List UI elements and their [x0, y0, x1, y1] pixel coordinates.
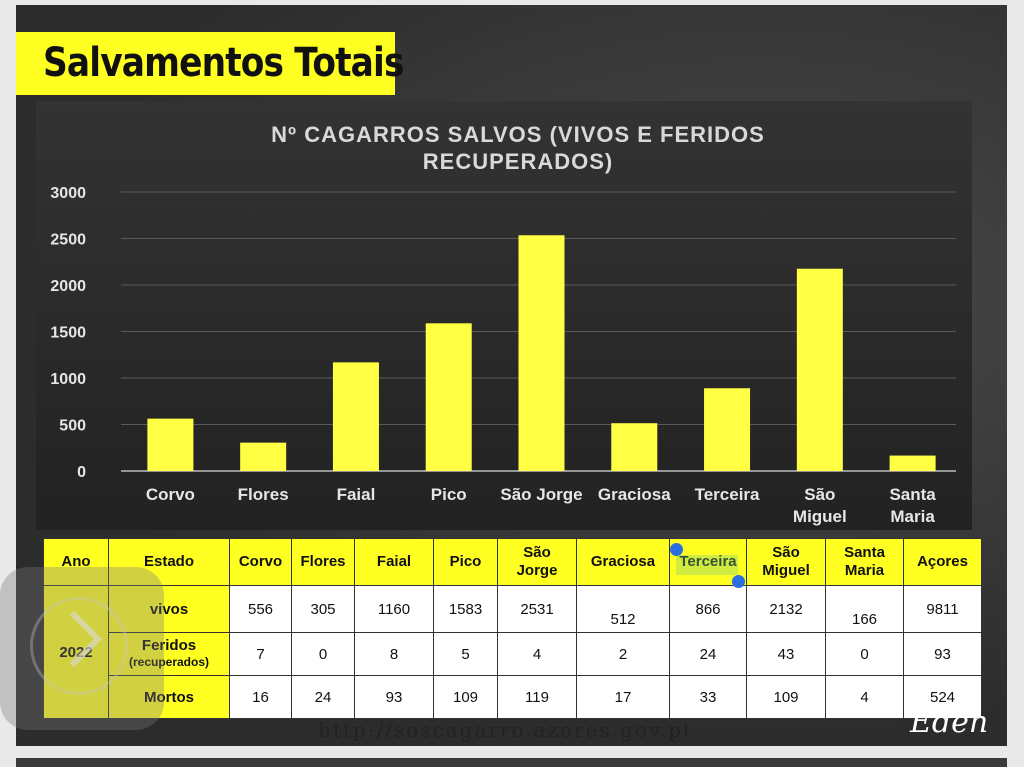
bar-8	[796, 268, 843, 471]
x-tick-label: São Jorge	[500, 485, 582, 504]
selection-start-handle[interactable]	[670, 543, 683, 556]
chart-title-line: RECUPERADOS)	[423, 149, 613, 174]
x-tick-label: Graciosa	[598, 485, 671, 504]
header-santa-maria-label: Santa Maria	[844, 544, 885, 579]
slide-heading: Salvamentos Totais	[43, 40, 404, 86]
header-sao-jorge: São Jorge	[497, 538, 577, 586]
bar-chart-panel: Nº CAGARROS SALVOS (VIVOS E FERIDOS RECUP…	[36, 101, 972, 530]
header-estado: Estado	[108, 538, 230, 586]
value-cell: 17	[576, 675, 670, 719]
next-slide-edge	[16, 758, 1007, 767]
header-sao-miguel-label: São Miguel	[762, 544, 810, 579]
x-tick-label: Santa	[889, 485, 936, 504]
bar-chart: Nº CAGARROS SALVOS (VIVOS E FERIDOSRECUP…	[50, 122, 956, 526]
x-tick-label: Corvo	[146, 485, 195, 504]
table-row-feridos: Feridos (recuperados) 7 0 8 5 4 2 24 43 …	[44, 632, 982, 676]
bar-4	[425, 323, 472, 471]
table-header-row: Ano Estado Corvo Flores Faial Pico São J…	[43, 538, 982, 586]
header-pico: Pico	[433, 538, 498, 586]
bar-3	[332, 362, 379, 471]
bar-5	[518, 235, 565, 471]
bar-1	[147, 418, 194, 471]
header-santa-maria: Santa Maria	[825, 538, 904, 586]
circle-icon	[30, 597, 128, 695]
value-cell: 866	[669, 585, 747, 633]
x-tick-label: Miguel	[793, 507, 847, 526]
header-sao-miguel: São Miguel	[746, 538, 826, 586]
value-cell: 512	[576, 585, 670, 633]
value-cell: 4	[497, 632, 577, 676]
value-cell: 524	[903, 675, 982, 719]
value-cell: 2531	[497, 585, 577, 633]
y-tick-label: 1000	[50, 371, 86, 388]
header-faial: Faial	[354, 538, 434, 586]
value-cell: 109	[746, 675, 826, 719]
x-tick-label: Flores	[238, 485, 289, 504]
value-cell: 0	[825, 632, 904, 676]
table-row-mortos: Mortos 16 24 93 109 119 17 33 109 4 524	[44, 675, 982, 719]
y-tick-label: 500	[59, 418, 86, 435]
y-axis-ticks: 0 500 1000 1500 2000 2500 3000	[50, 185, 86, 481]
selection-end-handle[interactable]	[732, 575, 745, 588]
slide: Salvamentos Totais Nº CAGARROS SALVOS (V…	[16, 5, 1007, 746]
y-tick-label: 2000	[50, 278, 86, 295]
value-cell: 109	[433, 675, 498, 719]
value-cell: 43	[746, 632, 826, 676]
header-graciosa: Graciosa	[576, 538, 670, 586]
data-table: Ano Estado Corvo Flores Faial Pico São J…	[43, 538, 982, 719]
chart-title-line: Nº CAGARROS SALVOS (VIVOS E FERIDOS	[271, 122, 765, 147]
x-tick-label: Faial	[337, 485, 376, 504]
estado-label: Feridos	[141, 637, 197, 654]
heading-box	[16, 32, 395, 95]
value-cell: 2	[576, 632, 670, 676]
value-cell: 2132	[746, 585, 826, 633]
value-cell: 8	[354, 632, 434, 676]
chart-title: Nº CAGARROS SALVOS (VIVOS E FERIDOSRECUP…	[271, 122, 765, 174]
y-tick-label: 3000	[50, 185, 86, 202]
value-cell: 24	[291, 675, 355, 719]
value-cell: 0	[291, 632, 355, 676]
value-cell: 1160	[354, 585, 434, 633]
value-cell: 4	[825, 675, 904, 719]
table-row-vivos: 2022 vivos 556 305 1160 1583 2531 512 86…	[43, 585, 982, 719]
bar-7	[704, 388, 751, 471]
value-cell: 556	[229, 585, 292, 633]
header-acores: Açores	[903, 538, 982, 586]
estado-cell: Mortos	[108, 675, 230, 719]
x-tick-label: Pico	[431, 485, 467, 504]
text-selection-highlight	[676, 555, 738, 575]
value-cell: 93	[903, 632, 982, 676]
y-tick-label: 0	[77, 464, 86, 481]
value-cell: 119	[497, 675, 577, 719]
x-tick-label: São	[804, 485, 835, 504]
bar-2	[240, 442, 287, 471]
chart-bars	[147, 235, 936, 471]
bar-6	[611, 423, 658, 471]
watermark-logo: Eden	[910, 705, 989, 740]
value-cell: 16	[229, 675, 292, 719]
value-cell: 9811	[903, 585, 982, 633]
header-corvo: Corvo	[229, 538, 292, 586]
value-cell: 33	[669, 675, 747, 719]
header-sao-jorge-label: São Jorge	[516, 544, 558, 579]
header-ano: Ano	[43, 538, 109, 586]
x-axis-ticks: Corvo Flores Faial Pico São Jorge Graciosa Ter…	[146, 485, 936, 526]
header-flores: Flores	[291, 538, 355, 586]
value-cell: 93	[354, 675, 434, 719]
estado-sublabel: (recuperados)	[128, 655, 210, 669]
y-tick-label: 1500	[50, 325, 86, 342]
x-tick-label: Terceira	[695, 485, 760, 504]
value-cell: 305	[291, 585, 355, 633]
y-tick-label: 2500	[50, 232, 86, 249]
value-cell: 166	[825, 585, 904, 633]
x-tick-label: Maria	[890, 507, 935, 526]
value-cell: 24	[669, 632, 747, 676]
source-url[interactable]: http://soscagarro.azores.gov.pt	[318, 718, 694, 742]
value-cell: 7	[229, 632, 292, 676]
bar-9	[889, 455, 936, 471]
floating-next-button[interactable]	[0, 567, 164, 730]
value-cell: 5	[433, 632, 498, 676]
value-cell: 1583	[433, 585, 498, 633]
